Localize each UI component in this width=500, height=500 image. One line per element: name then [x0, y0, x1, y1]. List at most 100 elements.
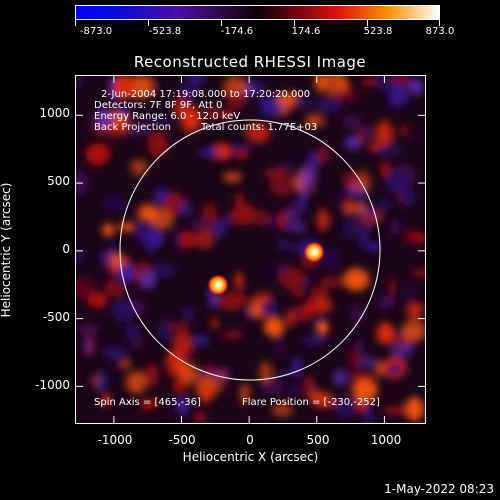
noise-blob — [350, 302, 364, 325]
noise-blob — [304, 157, 314, 167]
noise-blob — [76, 277, 96, 300]
noise-blob — [316, 98, 342, 113]
x-tick-label: -1000 — [97, 433, 133, 447]
colorbar-label: 523.8 — [363, 26, 393, 37]
noise-blob — [234, 272, 244, 291]
noise-blob — [97, 264, 114, 286]
noise-blob — [130, 159, 148, 176]
noise-blob — [325, 115, 335, 130]
noise-blob — [196, 227, 215, 250]
image-title: Reconstructed RHESSI Image — [133, 53, 367, 71]
noise-blob — [383, 405, 409, 416]
colorbar-tick — [148, 20, 149, 26]
noise-blob — [316, 320, 329, 335]
noise-blob — [151, 263, 177, 279]
colorbar-tick — [221, 20, 222, 26]
noise-blob — [336, 336, 359, 350]
noise-blob — [101, 223, 115, 237]
noise-blob — [172, 226, 184, 250]
noise-blob — [260, 380, 285, 394]
noise-blob — [363, 405, 376, 423]
noise-blob — [171, 380, 189, 393]
noise-blob — [412, 268, 425, 277]
noise-blob — [376, 143, 402, 158]
energy-range-text: Energy Range: 6.0 - 12.0 keV — [94, 111, 241, 122]
noise-blob — [341, 218, 361, 241]
noise-blob — [388, 83, 409, 107]
y-axis-label: Heliocentric Y (arcsec) — [0, 182, 13, 318]
noise-blob — [130, 120, 151, 137]
noise-blob — [345, 181, 366, 190]
noise-blob — [288, 385, 300, 395]
noise-blob — [128, 76, 154, 99]
noise-blob — [166, 322, 191, 332]
noise-blob — [386, 363, 404, 376]
noise-blob — [231, 203, 257, 226]
noise-blob — [342, 204, 368, 213]
noise-blob — [380, 295, 396, 309]
time-range-text: 2-Jun-2004 17:19:08.000 to 17:20:20.000 — [101, 89, 311, 100]
noise-blob — [76, 249, 82, 264]
noise-blob — [341, 88, 359, 102]
noise-blob — [136, 223, 161, 238]
colorbar-label: 174.6 — [291, 26, 321, 37]
noise-blob — [302, 336, 327, 345]
noise-blob — [101, 394, 111, 407]
total-counts-text: Total counts: 1.77E+03 — [201, 122, 318, 133]
noise-blob — [369, 142, 381, 151]
noise-blob — [157, 318, 172, 342]
noise-blob — [180, 306, 196, 322]
noise-blob — [274, 336, 286, 357]
noise-blob — [235, 147, 248, 160]
noise-blob — [104, 121, 131, 137]
noise-blob — [378, 200, 391, 210]
noise-blob — [312, 394, 336, 409]
x-tick-label: -500 — [168, 433, 196, 447]
noise-blob — [376, 322, 395, 345]
noise-blob — [113, 76, 135, 100]
noise-blob — [253, 210, 273, 227]
noise-blob — [194, 411, 207, 423]
noise-blob — [222, 172, 243, 183]
noise-blob — [179, 82, 198, 102]
noise-blob — [277, 210, 288, 230]
colorbar-label: -174.6 — [220, 26, 254, 37]
noise-blob — [264, 316, 284, 337]
noise-blob — [125, 371, 147, 394]
noise-blob — [305, 115, 324, 128]
y-tick-label: -500 — [42, 310, 70, 324]
noise-blob — [192, 334, 210, 347]
x-tick-label: 500 — [306, 433, 330, 447]
noise-blob — [113, 359, 123, 372]
noise-blob — [76, 112, 87, 134]
noise-blob — [177, 363, 200, 385]
noise-blob — [198, 148, 220, 157]
flare-source — [207, 274, 229, 296]
noise-blob — [285, 209, 294, 220]
noise-blob — [117, 263, 135, 284]
noise-blob — [342, 114, 361, 130]
colorbar-label: -873.0 — [79, 26, 113, 37]
noise-blob — [357, 190, 367, 208]
noise-blob — [269, 172, 295, 197]
noise-blob — [218, 292, 244, 311]
noise-blob — [77, 323, 101, 335]
noise-blob — [145, 362, 159, 387]
date-stamp: 1-May-2022 08:23 — [384, 482, 494, 496]
noise-blob — [332, 369, 348, 387]
noise-blob — [147, 131, 168, 157]
noise-blob — [359, 229, 368, 248]
noise-blob — [354, 337, 365, 355]
noise-blob — [401, 320, 425, 342]
noise-blob — [380, 162, 390, 178]
noise-blob — [404, 237, 420, 253]
noise-blob — [303, 299, 321, 316]
noise-blob — [263, 264, 277, 282]
noise-blob — [118, 296, 129, 321]
x-tick-label: 0 — [246, 433, 254, 447]
noise-blob — [351, 379, 378, 402]
noise-blob — [210, 317, 219, 330]
noise-blob — [226, 90, 247, 111]
noise-blob — [277, 238, 291, 252]
noise-blob — [405, 282, 415, 305]
